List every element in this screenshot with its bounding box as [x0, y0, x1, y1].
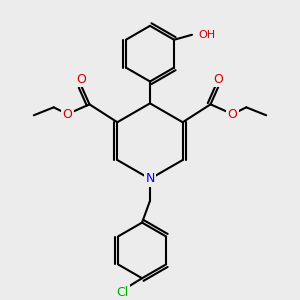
- Text: O: O: [76, 73, 86, 86]
- Text: OH: OH: [198, 30, 215, 40]
- Text: O: O: [227, 108, 237, 121]
- Text: N: N: [145, 172, 155, 185]
- Text: O: O: [214, 73, 224, 86]
- Text: O: O: [63, 108, 73, 121]
- Text: Cl: Cl: [116, 286, 128, 299]
